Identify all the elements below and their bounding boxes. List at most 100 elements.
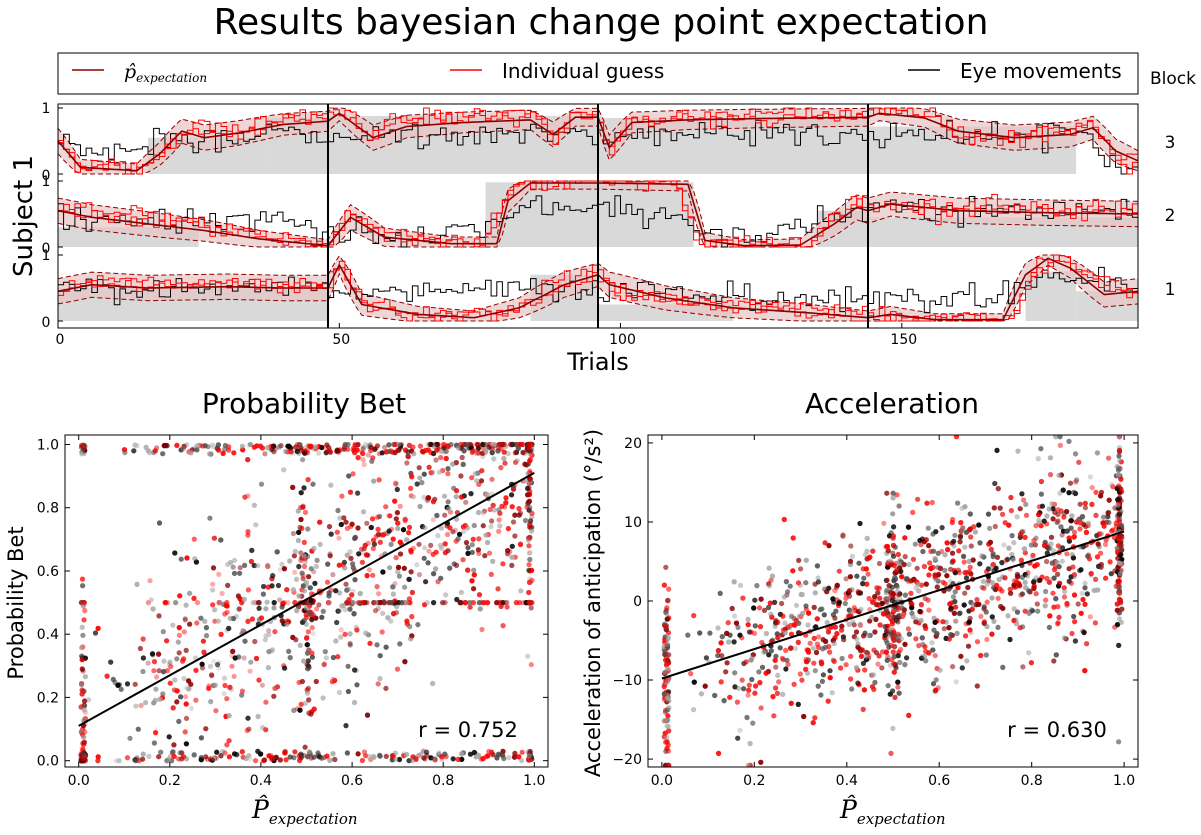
scatter-point	[296, 563, 302, 570]
scatter-point	[519, 749, 525, 755]
scatter-point	[432, 756, 438, 762]
scatter-point	[271, 443, 277, 449]
scatter-point	[463, 540, 470, 546]
scatter-point	[342, 606, 348, 613]
scatter-point	[79, 666, 85, 672]
scatter-point	[502, 460, 508, 466]
scatter-point	[417, 503, 423, 510]
scatter-point	[310, 612, 316, 618]
scatter-point	[428, 441, 434, 448]
scatter-point	[261, 583, 267, 590]
scatter-point	[351, 611, 357, 617]
scatter-point	[452, 527, 458, 534]
scatter-point	[333, 588, 339, 594]
scatter-point	[132, 757, 138, 763]
scatter-point	[471, 567, 477, 573]
scatter-point	[302, 509, 309, 515]
scatter-point	[171, 742, 177, 748]
scatter-point	[374, 584, 380, 590]
scatter-point	[344, 552, 350, 558]
scatter-point	[292, 600, 298, 606]
scatter-point	[151, 740, 157, 746]
scatter-point	[231, 570, 238, 577]
scatter-point	[255, 600, 262, 606]
scatter-point	[370, 572, 376, 578]
scatter-point	[392, 750, 398, 756]
scatter-point	[347, 489, 354, 495]
scatter-point	[174, 699, 180, 705]
scatter-point	[230, 648, 236, 655]
scatter-point	[167, 659, 173, 665]
scatter-point	[383, 753, 389, 760]
scatter-point	[349, 592, 355, 598]
scatter-point	[411, 494, 417, 500]
scatter-point	[316, 450, 322, 456]
scatter-point	[148, 597, 154, 603]
scatter-point	[309, 654, 315, 660]
scatter-point	[291, 553, 297, 559]
scatter-point	[319, 614, 325, 620]
scatter-point	[469, 475, 475, 481]
scatter-point	[176, 650, 182, 656]
scatter-point	[490, 502, 496, 508]
scatter-point	[226, 447, 232, 453]
scatter-point	[261, 583, 267, 590]
scatter-point	[181, 754, 187, 760]
scatter-point	[370, 516, 376, 522]
scatter-point	[207, 663, 214, 670]
scatter-point	[79, 645, 85, 651]
scatter-point	[305, 658, 311, 664]
scatter-point	[353, 667, 359, 674]
scatter-point	[327, 553, 333, 559]
scatter-point	[164, 638, 170, 644]
scatter-point	[279, 604, 285, 610]
scatter-point	[252, 638, 258, 645]
scatter-point	[183, 647, 189, 654]
scatter-point	[529, 510, 535, 516]
scatter-point	[82, 753, 89, 759]
scatter-point	[359, 757, 365, 764]
scatter-point	[187, 621, 193, 627]
scatter-point	[443, 592, 449, 598]
probability-bet-panel: Probability Bet 0.0 0.2 0.4 0.6 0.8 1.00.00.2…	[4, 387, 549, 828]
scatter-point	[242, 638, 248, 644]
scatter-point	[388, 541, 394, 548]
scatter-point	[367, 442, 373, 448]
scatter-point	[525, 653, 531, 659]
scatter-point	[265, 563, 271, 570]
scatter-point	[154, 674, 160, 680]
scatter-point	[325, 561, 331, 567]
ytick-label-0: 0	[42, 241, 51, 257]
scatter-point	[478, 441, 484, 448]
scatter-point	[194, 600, 201, 606]
scatter-point	[81, 617, 87, 623]
scatter-point	[326, 524, 333, 530]
scatter-point	[210, 587, 216, 593]
scatter-point	[140, 756, 146, 762]
scatter-point	[423, 579, 429, 585]
scatter-point	[397, 551, 404, 557]
scatter-point	[499, 503, 505, 509]
scatter-point	[428, 542, 434, 549]
scatter-point	[245, 618, 251, 625]
scatter-point	[242, 562, 248, 569]
scatter-point	[206, 451, 213, 457]
scatter-point	[386, 448, 392, 454]
scatter-point	[133, 758, 139, 764]
scatter-point	[393, 480, 399, 486]
scatter-point	[441, 441, 447, 448]
scatter-point	[297, 444, 303, 450]
scatter-point	[131, 448, 137, 454]
scatter-point	[308, 443, 314, 449]
scatter-point	[468, 442, 474, 448]
scatter-point	[324, 579, 331, 585]
scatter-point	[480, 441, 486, 448]
scatter-point	[447, 509, 454, 515]
scatter-point	[245, 529, 251, 535]
scatter-point	[382, 444, 388, 450]
scatter-point	[396, 447, 402, 453]
scatter-point	[512, 533, 518, 539]
scatter-point	[215, 442, 221, 448]
scatter-point	[135, 726, 141, 732]
scatter-point	[483, 441, 489, 448]
